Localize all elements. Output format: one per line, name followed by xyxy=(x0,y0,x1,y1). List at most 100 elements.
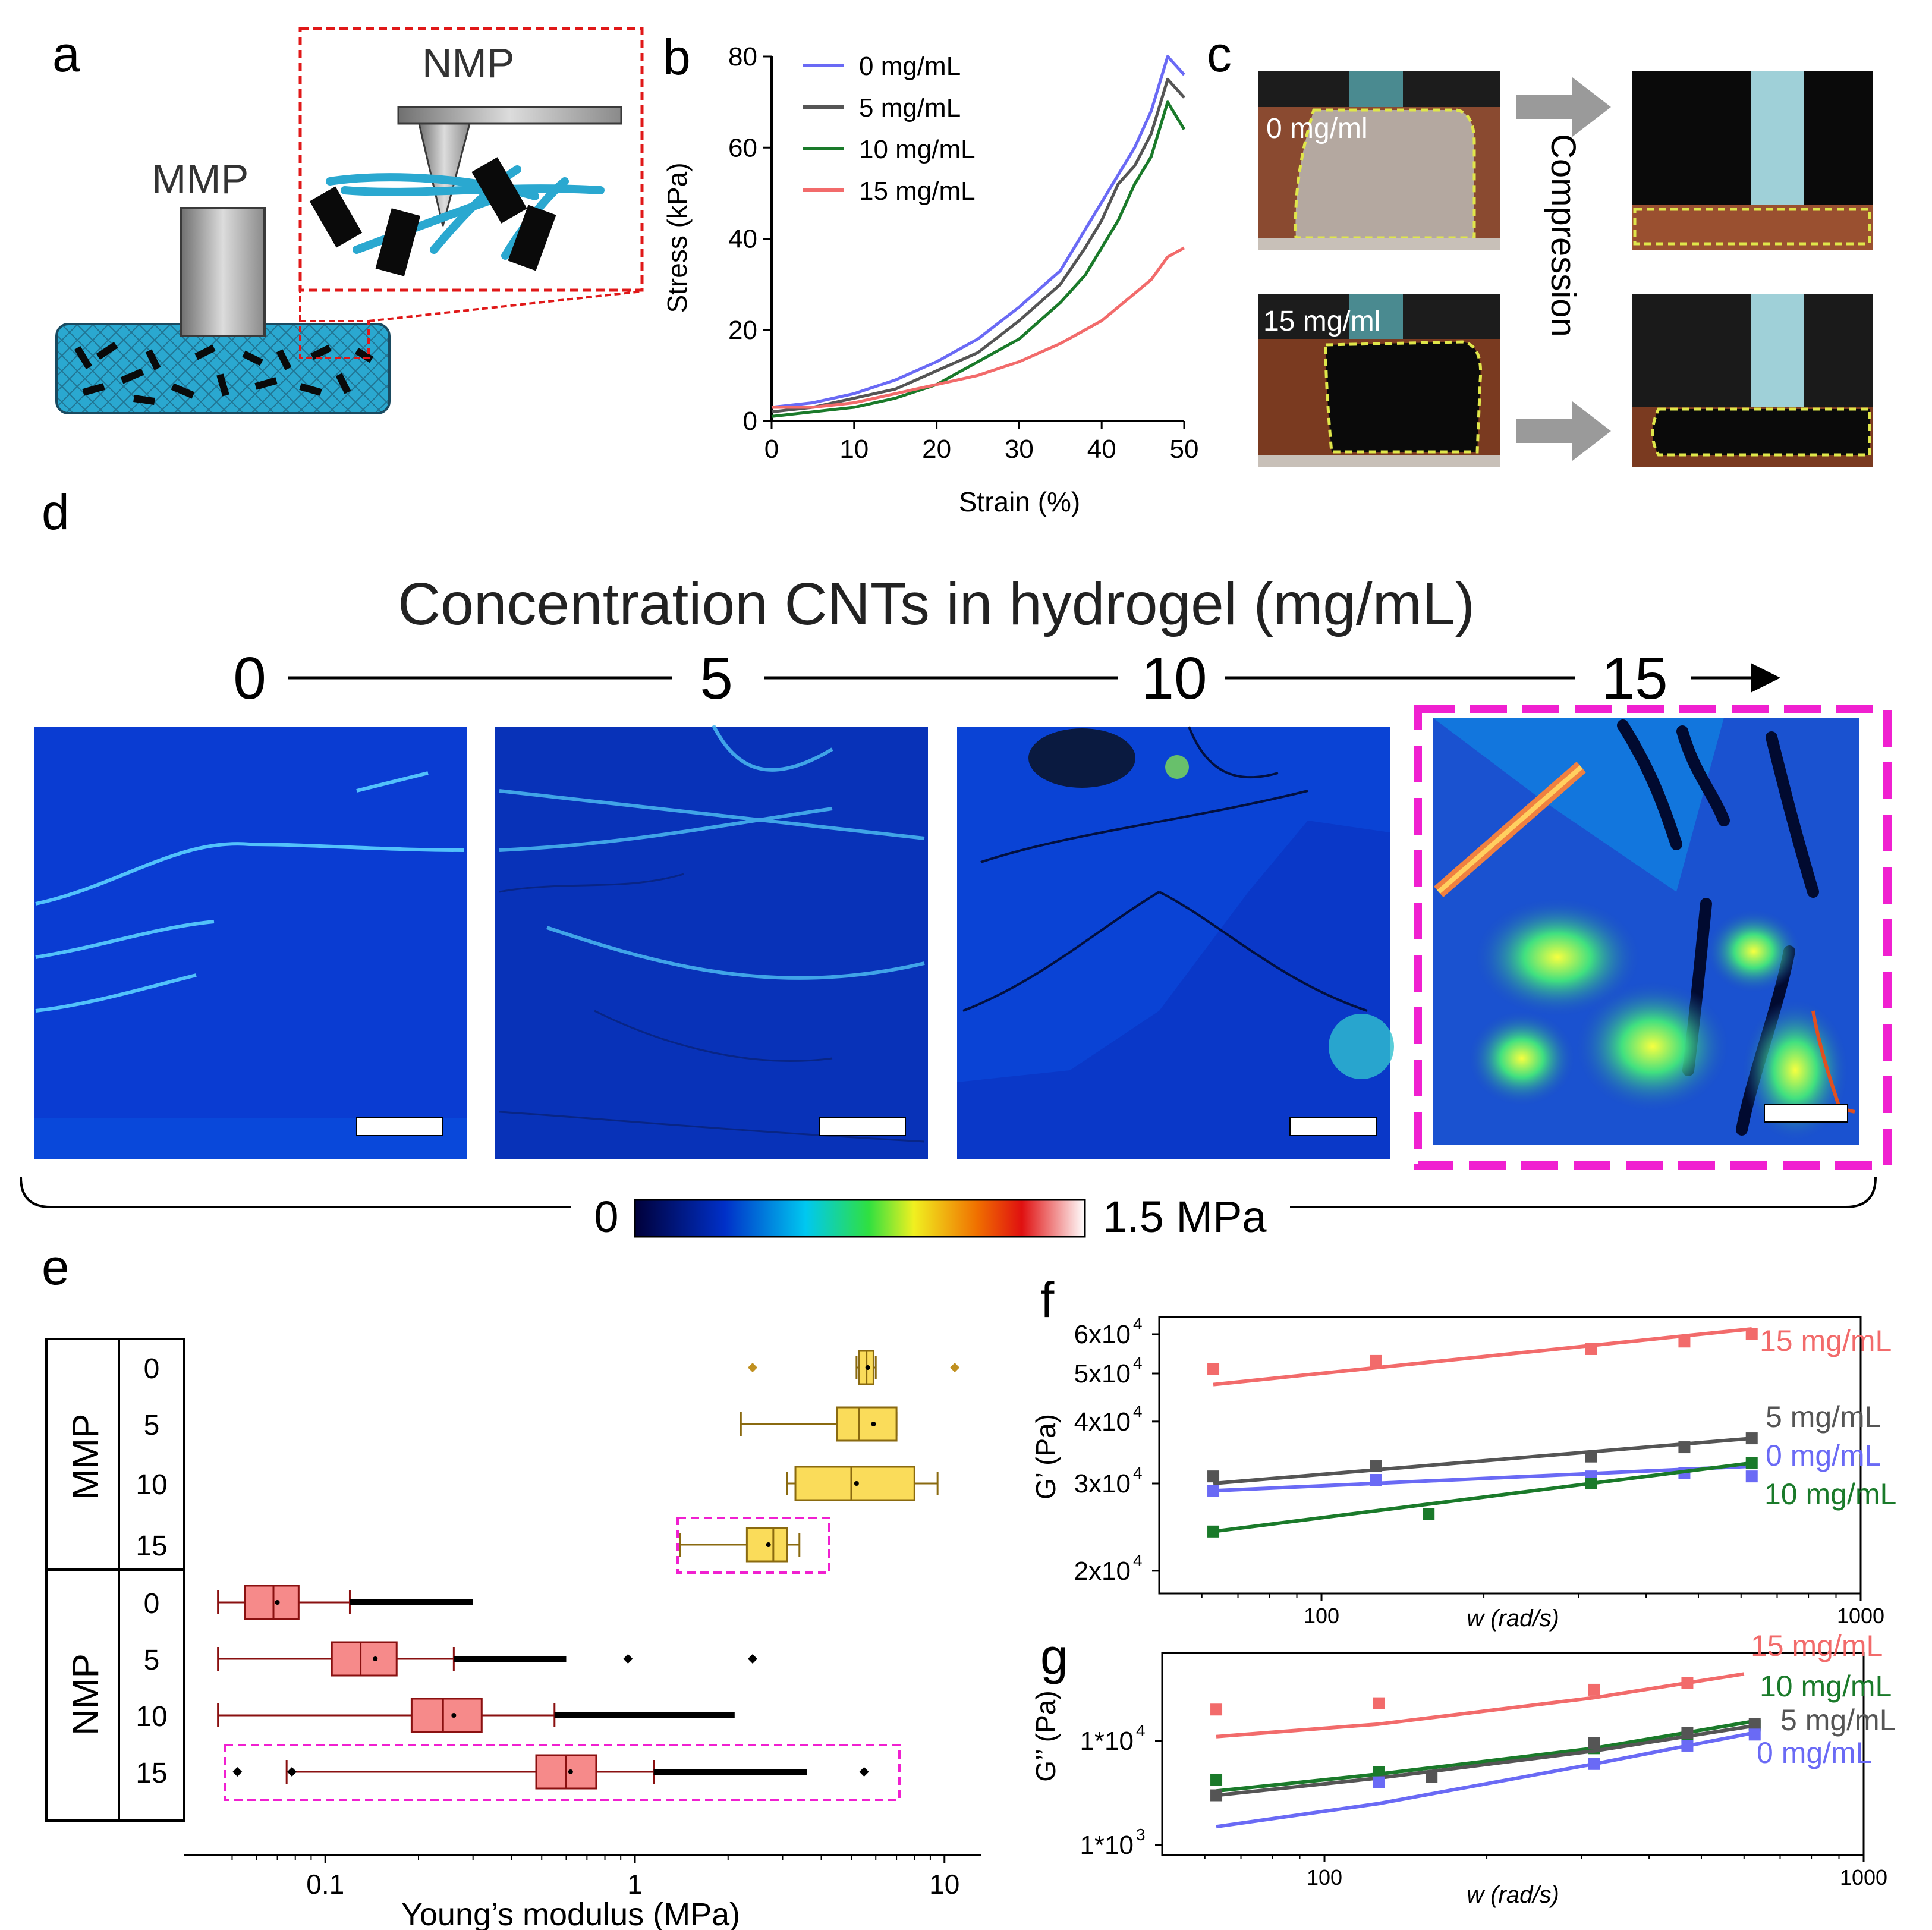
panel-f-y-label: G’ (Pa) xyxy=(1030,1414,1061,1500)
data-point xyxy=(1207,1470,1220,1483)
x-tick-label: 1 xyxy=(627,1869,643,1900)
panel-g-frame xyxy=(1161,1652,1865,1856)
data-point xyxy=(1423,1508,1435,1520)
row-label: 0 xyxy=(144,1588,160,1620)
fit-line xyxy=(1216,1672,1745,1739)
data-point xyxy=(1373,1697,1385,1709)
data-point xyxy=(1745,1328,1758,1340)
colorbar-min-label: 0 xyxy=(594,1192,618,1241)
row-label: 10 xyxy=(136,1469,167,1501)
fit-line xyxy=(1213,1461,1752,1533)
y-tick-exponent: 4 xyxy=(1133,1402,1143,1420)
panel-b-axes xyxy=(770,56,1184,422)
map-5 xyxy=(495,724,928,1159)
panel-f-frame xyxy=(1158,1316,1862,1595)
nmp-label: NMP xyxy=(422,40,515,86)
colorbar-max-label: 1.5 MPa xyxy=(1103,1192,1267,1241)
panel-c-photos: 0 mg/ml 15 mg/ml Compression xyxy=(1258,71,1873,467)
panel-g-x-label: w (rad/s) xyxy=(1467,1882,1559,1908)
x-tick-label: 0.1 xyxy=(306,1869,344,1900)
panel-e-x-label: Young’s modulus (MPa) xyxy=(401,1897,740,1930)
y-tick-exponent: 4 xyxy=(1133,1354,1143,1372)
data-point xyxy=(1585,1450,1597,1463)
y-tick-label: 1*10 xyxy=(1080,1831,1134,1860)
concentration-0: 0 xyxy=(233,645,266,712)
y-tick-exponent: 4 xyxy=(1133,1551,1143,1570)
highlight-nmp-15 xyxy=(224,1744,901,1801)
data-point xyxy=(1585,1478,1597,1490)
compression-label: Compression xyxy=(1544,134,1582,337)
y-tick-label: 3x10 xyxy=(1074,1469,1131,1498)
fit-line xyxy=(1216,1724,1755,1797)
box xyxy=(836,1406,898,1442)
y-tick-label: 40 xyxy=(728,225,757,254)
data-point xyxy=(1426,1771,1438,1783)
data-point xyxy=(1678,1441,1691,1454)
data-point xyxy=(1370,1460,1382,1473)
data-point xyxy=(1588,1758,1600,1770)
mean-point xyxy=(373,1656,378,1661)
box xyxy=(244,1585,300,1620)
panel-letter-b: b xyxy=(663,29,691,85)
panel-e-boxes xyxy=(217,1350,960,1790)
x-tick-label: 40 xyxy=(1087,435,1116,464)
fit-line xyxy=(1213,1327,1752,1387)
panel-g-y-label: G’’ (Pa) xyxy=(1030,1690,1061,1781)
x-tick-label: 50 xyxy=(1170,435,1199,464)
data-point xyxy=(1745,1432,1758,1445)
box xyxy=(410,1698,483,1733)
panel-letter-f: f xyxy=(1040,1272,1055,1328)
data-point xyxy=(1210,1789,1223,1802)
y-tick-label: 6x10 xyxy=(1074,1320,1131,1349)
colorbar-gradient xyxy=(634,1199,1086,1238)
scale-bar-5 xyxy=(819,1117,906,1136)
highlight-mmp-15 xyxy=(676,1517,830,1574)
data-point xyxy=(1588,1683,1600,1696)
outlier-band xyxy=(554,1712,735,1718)
panel-b-legend: 0 mg/mL 5 mg/mL 10 mg/mL 15 mg/mL xyxy=(803,52,976,206)
row-label: 10 xyxy=(136,1701,167,1733)
y-tick-label: 1*10 xyxy=(1080,1727,1134,1756)
panel-e-chart: MMP NMP 0 5 10 15 0 5 10 15 0.1 1 10 Young’s modu… xyxy=(45,1338,981,1930)
data-point xyxy=(1745,1457,1758,1469)
nmp-cantilever xyxy=(397,106,622,125)
x-tick-label: 100 xyxy=(1307,1865,1342,1890)
data-point xyxy=(1210,1703,1223,1716)
group-label-nmp: NMP xyxy=(65,1654,106,1736)
outlier-band xyxy=(350,1599,473,1605)
outlier-point xyxy=(232,1767,243,1777)
legend-label: 5 mg/mL xyxy=(859,93,961,122)
photo-0-label: 0 mg/ml xyxy=(1266,113,1368,144)
panel-f-x-label: w (rad/s) xyxy=(1467,1605,1559,1632)
zoom-cnts xyxy=(309,157,556,276)
series-label: 0 mg/mL xyxy=(1757,1736,1873,1769)
series-label: 15 mg/mL xyxy=(1760,1324,1892,1357)
panel-g-x-ticks: 100 1000 xyxy=(1204,1855,1887,1890)
series-label: 5 mg/mL xyxy=(1780,1703,1896,1737)
series-line xyxy=(771,100,1186,418)
series-label: 15 mg/mL xyxy=(1751,1629,1883,1662)
fit-line xyxy=(1213,1464,1752,1493)
panel-b-chart: 0 10 20 30 40 50 0 20 40 60 80 0 mg/mL 5 mg/mL 10 m… xyxy=(662,42,1198,517)
mmp-label: MMP xyxy=(152,156,248,202)
map-15 xyxy=(1414,705,1892,1170)
x-tick-label: 0 xyxy=(764,435,779,464)
series-label: 0 mg/mL xyxy=(1766,1439,1881,1472)
data-point xyxy=(1678,1335,1691,1348)
data-point xyxy=(1745,1470,1758,1483)
fit-line xyxy=(1213,1437,1752,1485)
panel-a-schematic: MMP NMP xyxy=(55,27,644,414)
panel-letter-d: d xyxy=(42,484,70,540)
panel-b-series xyxy=(771,55,1186,418)
data-point xyxy=(1585,1343,1597,1355)
row-label: 5 xyxy=(144,1645,160,1676)
x-tick-label: 1000 xyxy=(1837,1604,1884,1628)
data-point xyxy=(1748,1718,1761,1730)
mean-point xyxy=(568,1769,573,1774)
series-line xyxy=(771,55,1185,409)
row-label: 5 xyxy=(144,1410,160,1441)
colorbar: 0 1.5 MPa xyxy=(20,1177,1877,1241)
data-point xyxy=(1370,1354,1382,1367)
series-line xyxy=(772,246,1185,409)
